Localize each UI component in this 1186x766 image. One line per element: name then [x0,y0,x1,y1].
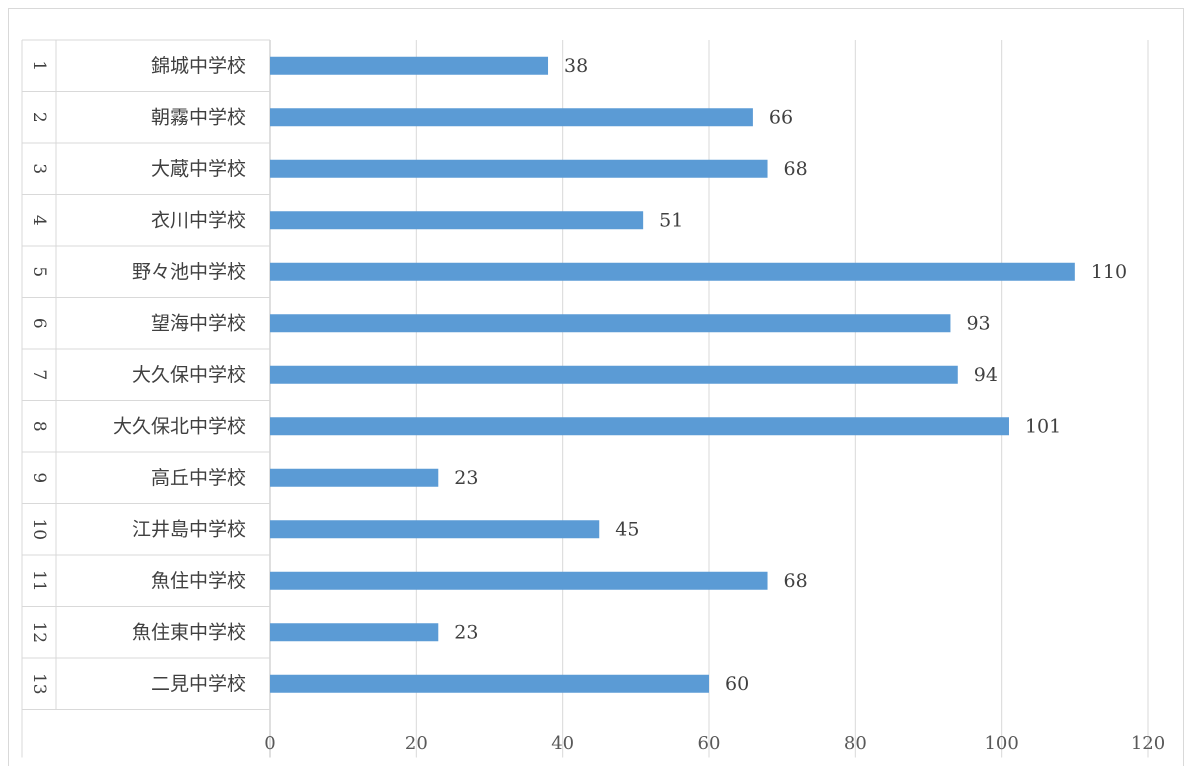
category-label: 大蔵中学校 [151,158,246,180]
data-label: 51 [659,209,683,231]
data-label: 68 [784,570,808,592]
data-label: 38 [564,55,588,77]
x-tick-label: 60 [698,733,721,754]
row-index-label: 7 [29,369,49,380]
category-label: 魚住中学校 [151,570,246,592]
bar [270,520,600,539]
bar [270,159,768,178]
data-label: 45 [615,518,639,540]
data-label: 93 [966,312,990,334]
data-label: 68 [784,158,808,180]
row-index-label: 8 [29,421,49,432]
bar [270,314,951,333]
x-tick-label: 100 [984,733,1018,754]
row-index-label: 3 [29,163,49,174]
category-label: 望海中学校 [151,312,246,334]
bar [270,571,768,590]
x-tick-label: 20 [405,733,428,754]
bar [270,56,549,75]
category-label: 衣川中学校 [151,209,246,231]
x-tick-label: 40 [551,733,574,754]
bar [270,108,753,127]
category-label: 高丘中学校 [151,467,246,489]
row-index-label: 11 [29,570,49,592]
data-label: 23 [454,467,478,489]
row-index-label: 13 [29,673,49,695]
x-tick-label: 120 [1131,733,1165,754]
data-label: 60 [725,673,749,695]
row-index-label: 9 [29,472,49,483]
data-label: 110 [1091,261,1127,283]
category-label: 錦城中学校 [151,55,246,77]
bar [270,468,439,487]
category-label: 二見中学校 [151,673,246,695]
x-tick-label: 0 [264,733,275,754]
bar [270,211,644,230]
category-label: 野々池中学校 [132,261,246,283]
data-label: 94 [974,364,998,386]
bar [270,623,439,642]
bar [270,417,1009,436]
row-index-label: 4 [29,215,49,226]
bar [270,262,1075,281]
category-label: 大久保中学校 [132,364,246,386]
row-index-label: 6 [29,318,49,329]
data-label: 101 [1025,415,1061,437]
row-index-label: 12 [29,621,49,643]
row-index-label: 10 [29,518,49,540]
chart-frame [8,8,1184,766]
data-label: 66 [769,106,793,128]
bar [270,674,709,693]
category-label: 朝霧中学校 [151,106,246,128]
data-label: 23 [454,621,478,643]
category-label: 魚住東中学校 [132,621,246,643]
category-label: 江井島中学校 [132,518,246,540]
x-tick-label: 80 [844,733,867,754]
row-index-label: 2 [29,112,49,123]
bar [270,365,958,384]
row-index-label: 1 [29,60,49,71]
category-label: 大久保北中学校 [113,415,246,437]
row-index-label: 5 [29,266,49,277]
